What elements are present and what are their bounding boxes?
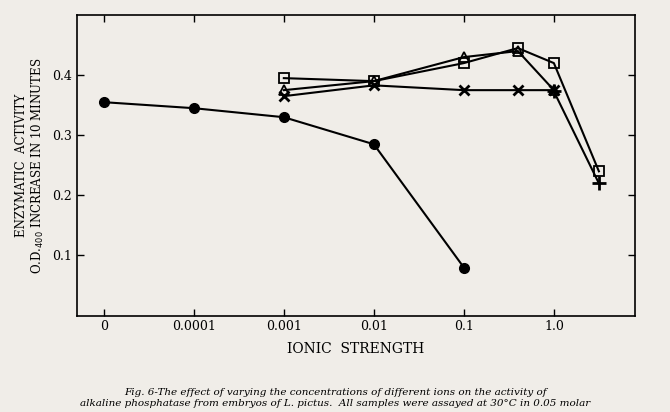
Y-axis label: ENZYMATIC  ACTIVITY
O.D.$_{400}$ INCREASE IN 10 MINUTES: ENZYMATIC ACTIVITY O.D.$_{400}$ INCREASE… — [15, 57, 46, 274]
Text: Fig. 6-The effect of varying the concentrations of different ions on the activit: Fig. 6-The effect of varying the concent… — [80, 389, 590, 408]
X-axis label: IONIC  STRENGTH: IONIC STRENGTH — [287, 342, 425, 356]
